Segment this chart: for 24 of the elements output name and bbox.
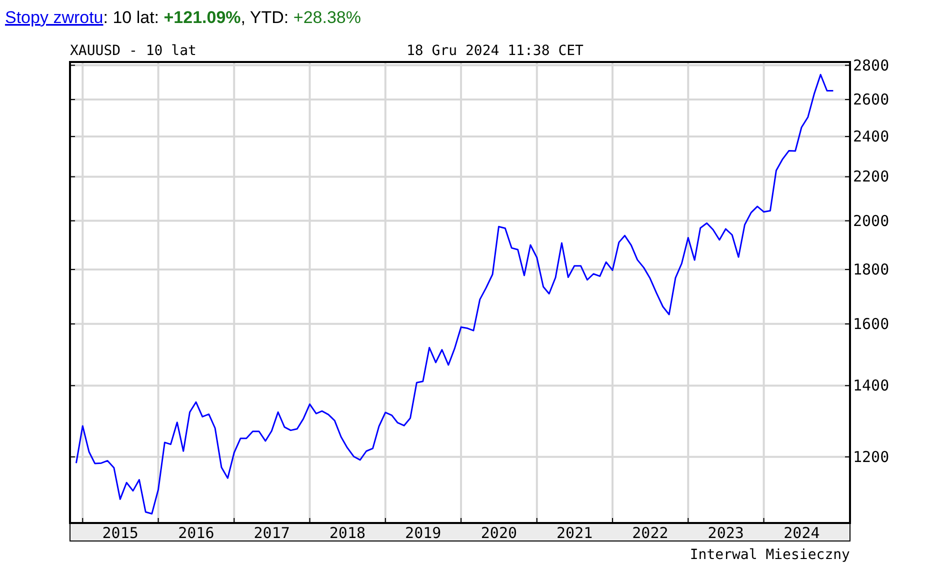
y-tick-label: 1800 [853, 260, 890, 278]
x-tick-label: 2017 [254, 524, 290, 542]
chart-title: Stopy zwrotu: 10 lat: +121.09%, YTD: +28.38% [5, 8, 361, 27]
chart-subtitle: XAUUSD - 10 lat [70, 43, 196, 59]
x-tick-label: 2018 [329, 524, 366, 542]
y-tick-label: 1600 [853, 314, 890, 333]
x-tick-label: 2022 [632, 524, 668, 542]
x-tick-label: 2019 [405, 524, 442, 542]
text: Interwal Miesieczny [690, 547, 850, 563]
y-tick-label: 2800 [853, 56, 890, 74]
text: 18 Gru 2024 11:38 CET [406, 43, 584, 59]
y-tick-label: 2200 [853, 168, 890, 186]
x-tick-label: 2020 [480, 524, 518, 542]
x-tick-label: 2023 [708, 524, 744, 542]
x-tick-label: 2015 [102, 524, 138, 542]
y-tick-label: 2600 [853, 90, 890, 109]
x-tick-label: 2021 [556, 524, 593, 542]
y-tick-label: 1200 [853, 448, 890, 466]
line-series [75, 74, 834, 515]
x-tick-label: 2016 [178, 524, 214, 542]
y-tick-label: 2000 [853, 212, 890, 230]
y-tick-label: 1400 [853, 376, 890, 395]
y-tick-label: 2400 [853, 128, 890, 146]
x-tick-label: 2024 [784, 524, 820, 542]
